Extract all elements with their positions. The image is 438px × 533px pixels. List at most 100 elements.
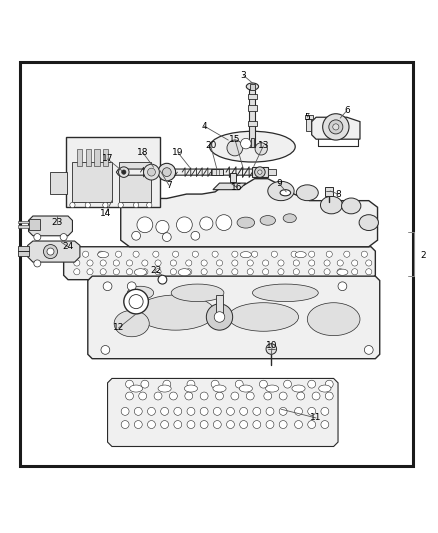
Bar — [28, 219, 39, 230]
Circle shape — [263, 392, 271, 400]
Circle shape — [82, 251, 88, 257]
Circle shape — [170, 269, 176, 275]
Circle shape — [265, 344, 276, 354]
Circle shape — [134, 421, 142, 429]
Circle shape — [200, 392, 208, 400]
Bar — [18, 225, 29, 228]
Circle shape — [200, 407, 208, 415]
Circle shape — [134, 407, 142, 415]
Circle shape — [184, 392, 192, 400]
Circle shape — [115, 251, 121, 257]
Text: 19: 19 — [172, 148, 183, 157]
Circle shape — [170, 260, 176, 266]
Circle shape — [113, 269, 119, 275]
Circle shape — [215, 392, 223, 400]
Text: 2: 2 — [420, 251, 425, 260]
Circle shape — [322, 114, 348, 140]
Ellipse shape — [237, 217, 254, 228]
Ellipse shape — [296, 185, 318, 200]
Text: 6: 6 — [343, 106, 349, 115]
Circle shape — [328, 120, 342, 134]
Ellipse shape — [129, 385, 142, 392]
Text: 24: 24 — [62, 242, 74, 251]
Text: 16: 16 — [231, 183, 242, 192]
Circle shape — [141, 260, 148, 266]
Circle shape — [214, 312, 224, 322]
Polygon shape — [28, 241, 80, 262]
Circle shape — [323, 260, 329, 266]
Circle shape — [323, 269, 329, 275]
Circle shape — [121, 421, 129, 429]
Circle shape — [200, 421, 208, 429]
Circle shape — [265, 421, 273, 429]
Circle shape — [185, 260, 191, 266]
Ellipse shape — [239, 385, 252, 392]
Circle shape — [47, 248, 54, 255]
Circle shape — [216, 269, 222, 275]
Bar — [103, 149, 108, 166]
Circle shape — [141, 269, 148, 275]
Bar — [229, 173, 235, 182]
Bar — [20, 62, 412, 466]
Circle shape — [290, 251, 297, 257]
Circle shape — [235, 380, 243, 388]
Circle shape — [125, 392, 133, 400]
Bar — [249, 84, 254, 90]
Circle shape — [293, 260, 299, 266]
Circle shape — [364, 345, 372, 354]
Circle shape — [259, 380, 267, 388]
Circle shape — [133, 203, 138, 208]
Circle shape — [191, 231, 199, 240]
Circle shape — [100, 260, 106, 266]
Circle shape — [147, 168, 155, 176]
Circle shape — [365, 269, 371, 275]
Circle shape — [254, 167, 265, 177]
Circle shape — [307, 421, 315, 429]
Circle shape — [360, 251, 367, 257]
Circle shape — [215, 215, 231, 230]
Ellipse shape — [294, 252, 306, 258]
Ellipse shape — [209, 131, 294, 162]
Ellipse shape — [171, 284, 223, 302]
Circle shape — [187, 380, 194, 388]
Circle shape — [279, 407, 286, 415]
Circle shape — [216, 260, 222, 266]
Ellipse shape — [259, 215, 275, 225]
Circle shape — [158, 163, 175, 181]
Text: 22: 22 — [150, 266, 161, 276]
Circle shape — [296, 392, 304, 400]
Circle shape — [187, 421, 194, 429]
Circle shape — [199, 217, 212, 230]
Ellipse shape — [336, 269, 347, 275]
Polygon shape — [311, 117, 359, 139]
Circle shape — [129, 295, 143, 309]
Circle shape — [239, 421, 247, 429]
Bar — [216, 295, 222, 317]
Circle shape — [138, 392, 146, 400]
Polygon shape — [116, 169, 269, 175]
Circle shape — [308, 269, 314, 275]
Ellipse shape — [252, 284, 318, 302]
Circle shape — [101, 345, 110, 354]
Text: 9: 9 — [275, 179, 281, 188]
Circle shape — [265, 407, 273, 415]
Circle shape — [155, 269, 161, 275]
Ellipse shape — [320, 196, 342, 214]
Circle shape — [118, 167, 129, 177]
Circle shape — [293, 269, 299, 275]
Circle shape — [34, 233, 41, 240]
Text: 3: 3 — [240, 71, 246, 80]
Bar — [304, 115, 312, 119]
Circle shape — [162, 168, 171, 176]
Circle shape — [187, 407, 194, 415]
Circle shape — [131, 231, 140, 240]
Polygon shape — [88, 276, 379, 359]
Text: 20: 20 — [205, 141, 216, 150]
Ellipse shape — [114, 310, 149, 337]
Circle shape — [169, 392, 177, 400]
Text: 17: 17 — [102, 155, 113, 164]
Bar — [85, 149, 91, 166]
Circle shape — [201, 269, 207, 275]
Circle shape — [87, 260, 93, 266]
Ellipse shape — [97, 252, 108, 258]
